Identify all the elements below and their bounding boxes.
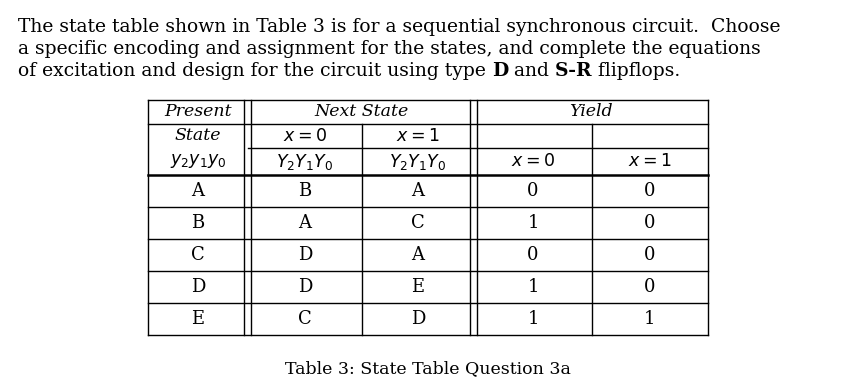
Text: C: C [411,214,425,232]
Text: $Y_2Y_1Y_0$: $Y_2Y_1Y_0$ [389,151,447,171]
Text: 0: 0 [645,182,656,200]
Text: 0: 0 [645,214,656,232]
Text: 1: 1 [645,310,656,328]
Text: and: and [508,62,555,80]
Text: 0: 0 [645,278,656,296]
Text: D: D [298,278,312,296]
Text: 0: 0 [527,182,539,200]
Text: D: D [298,246,312,264]
Text: S-R: S-R [555,62,592,80]
Text: C: C [298,310,312,328]
Text: B: B [191,214,205,232]
Text: $x = 1$: $x = 1$ [629,152,672,171]
Text: of excitation and design for the circuit using type: of excitation and design for the circuit… [18,62,492,80]
Text: $x = 1$: $x = 1$ [396,127,440,145]
Text: $x = 0$: $x = 0$ [283,127,327,145]
Text: 1: 1 [527,214,539,232]
Text: 0: 0 [645,246,656,264]
Text: a specific encoding and assignment for the states, and complete the equations: a specific encoding and assignment for t… [18,40,761,58]
Text: $y_2y_1y_0$: $y_2y_1y_0$ [170,152,227,171]
Text: A: A [299,214,311,232]
Text: 0: 0 [527,246,539,264]
Text: State: State [175,127,222,144]
Text: E: E [191,310,205,328]
Text: The state table shown in Table 3 is for a sequential synchronous circuit.  Choos: The state table shown in Table 3 is for … [18,18,781,36]
Text: A: A [411,246,425,264]
Text: C: C [191,246,205,264]
Text: Present: Present [164,103,232,120]
Text: D: D [191,278,206,296]
Text: E: E [411,278,425,296]
Text: flipflops.: flipflops. [592,62,681,80]
Text: Table 3: State Table Question 3a: Table 3: State Table Question 3a [285,360,571,377]
Text: $Y_2Y_1Y_0$: $Y_2Y_1Y_0$ [277,151,333,171]
Text: Yield: Yield [569,103,613,120]
Text: D: D [492,62,508,80]
Text: D: D [411,310,426,328]
Text: $x = 0$: $x = 0$ [511,152,555,171]
Text: 1: 1 [527,278,539,296]
Text: A: A [191,182,205,200]
Text: 1: 1 [527,310,539,328]
Text: A: A [411,182,425,200]
Text: B: B [299,182,311,200]
Text: Next State: Next State [314,103,408,120]
